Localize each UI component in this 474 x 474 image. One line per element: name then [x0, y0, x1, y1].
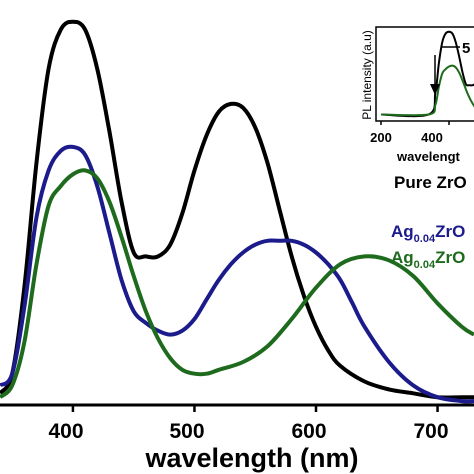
inset-y-axis-label: PL intensity (a.u) [360, 30, 374, 120]
legend-rest: ZrO [435, 248, 465, 267]
x-ticks [71, 405, 439, 412]
legend: Pure ZrO Ag0.04ZrO Ag0.04ZrO [391, 173, 467, 271]
inset-x-tick-label: 200 [370, 130, 392, 145]
legend-rest: ZrO [435, 222, 465, 241]
legend-entry-ag-blue: Ag0.04ZrO [391, 222, 465, 245]
inset-x-tick-label: 400 [421, 130, 443, 145]
main-series-group [0, 19, 474, 404]
inset-frame [375, 26, 474, 122]
inset-arrow-head [430, 84, 440, 95]
legend-base: Ag [391, 222, 414, 241]
series-line-2 [0, 168, 474, 399]
inset-annotation: 5 [462, 40, 470, 57]
x-axis-label: wavelength (nm) [144, 443, 358, 473]
legend-subscript: 0.04 [414, 233, 436, 245]
series-line-1 [0, 144, 474, 404]
x-tick-label: 600 [291, 420, 326, 443]
legend-entry-ag-green: Ag0.04ZrO [391, 248, 465, 271]
x-tick-label: 700 [413, 420, 448, 443]
inset-x-axis-label: wavelengt [396, 149, 461, 164]
inset-panel: 5 PL intensity (a.u) 200 400 wavelengt [360, 26, 474, 164]
legend-base: Ag [391, 248, 414, 267]
x-tick-label: 400 [48, 420, 83, 443]
series-line-0 [0, 19, 474, 400]
legend-subscript: 0.04 [414, 259, 436, 271]
legend-entry-pure: Pure ZrO [394, 173, 467, 192]
x-tick-label: 500 [169, 420, 204, 443]
